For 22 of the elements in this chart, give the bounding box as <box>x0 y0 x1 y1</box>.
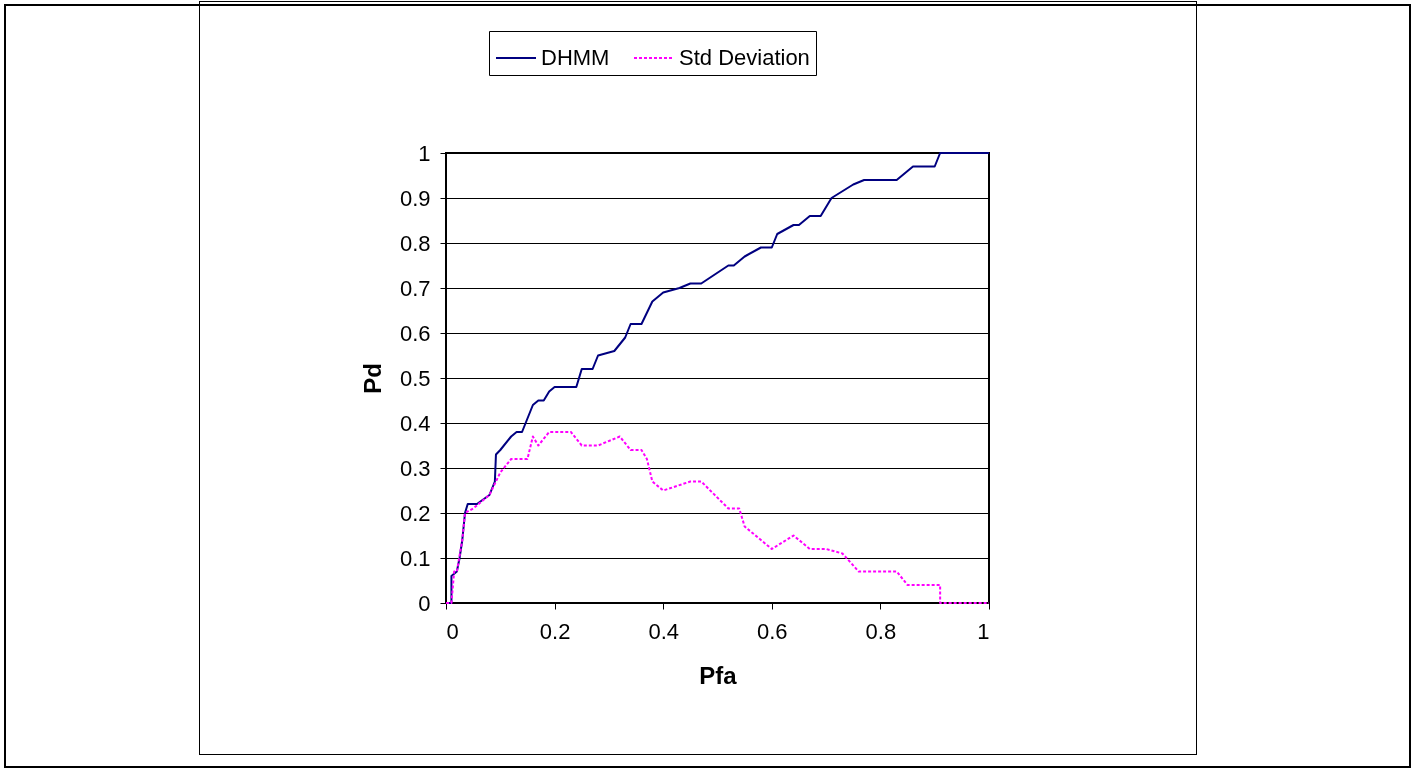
x-tick-label: 0 <box>446 618 459 644</box>
y-tick-label: 1 <box>418 140 431 166</box>
legend-label: Std Deviation <box>679 45 810 70</box>
chart-frame: 0 0.2 0.4 0.6 0.8 1 Pfa 0 0.1 0.2 0.3 0.4 0.5 0.6 0.7 0.8 0.9 1 Pd DHMM Std Deviation <box>199 1 1197 755</box>
y-tick-label: 0.3 <box>399 455 431 481</box>
y-tick-label: 0 <box>418 590 431 616</box>
y-tick-label: 0.7 <box>399 275 431 301</box>
x-tick-label: 0.6 <box>757 618 788 644</box>
y-axis-title: Pd <box>358 363 386 394</box>
y-tick-label: 0.9 <box>399 185 431 211</box>
y-tick-label: 0.4 <box>399 410 431 436</box>
y-tick-label: 0.2 <box>399 500 431 526</box>
x-tick-label: 1 <box>977 618 990 644</box>
x-axis-title: Pfa <box>699 661 738 689</box>
y-tick-label: 0.6 <box>399 320 431 346</box>
y-tick-label: 0.1 <box>399 545 431 571</box>
x-tick-label: 0.2 <box>539 618 571 644</box>
x-tick-label: 0.4 <box>648 618 679 644</box>
x-tick-label: 0.8 <box>865 618 897 644</box>
y-tick-label: 0.5 <box>399 365 431 391</box>
legend-label: DHMM <box>541 45 610 70</box>
y-tick-label: 0.8 <box>399 230 431 256</box>
